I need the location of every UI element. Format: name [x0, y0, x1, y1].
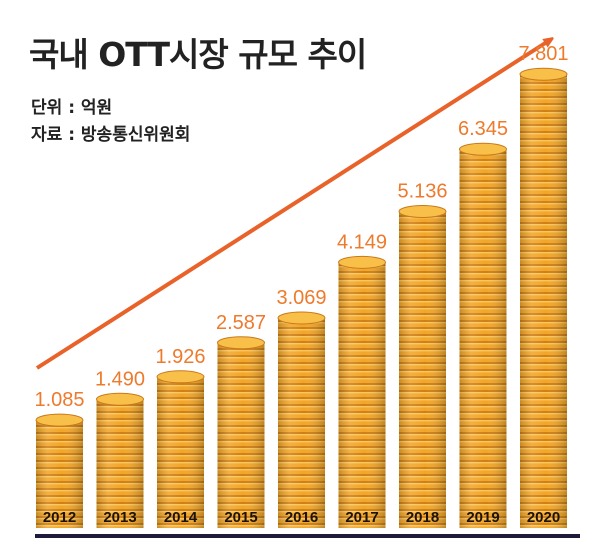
coin-stack-shading: [399, 211, 446, 528]
coin-top: [338, 255, 386, 269]
year-label: 2016: [285, 509, 318, 526]
coin-stack-2014: 1.926 2014: [155, 346, 206, 528]
value-label: 6.345: [458, 118, 508, 140]
year-label: 2017: [345, 509, 378, 526]
coin-stack-shading: [459, 149, 507, 529]
coin-stack-shading: [338, 262, 386, 528]
coin-stack-2016: 3.069 2016: [276, 287, 327, 528]
coin-stack-2019: 6.345 2019: [458, 118, 508, 529]
coin-stack-shading: [157, 376, 204, 528]
coin-top: [277, 311, 326, 325]
coin-stack-shading: [278, 317, 325, 528]
coin-stack-shading: [520, 74, 567, 528]
coin-top: [35, 413, 84, 427]
coin-top: [96, 392, 144, 406]
coin-stack-2020: 7.801 2020: [518, 43, 569, 528]
coin-stack-shading: [36, 420, 83, 528]
coin-top: [459, 142, 507, 156]
year-label: 2018: [406, 509, 439, 526]
coin-stack-shading: [96, 399, 144, 528]
value-label: 4.149: [337, 231, 387, 253]
coin-top: [398, 204, 447, 218]
chart-title: 국내 OTT시장 규모 추이: [29, 35, 367, 74]
value-label: 1.085: [34, 389, 84, 411]
value-label: 5.136: [397, 180, 447, 202]
year-label: 2012: [43, 509, 76, 526]
value-label: 2.587: [216, 312, 266, 334]
trend-arrow: [35, 40, 550, 370]
coin-top: [217, 336, 265, 350]
coin-stack-2015: 2.587 2015: [216, 312, 266, 528]
source-label: 자료 : 방송통신위원회: [31, 125, 191, 145]
coin-top: [519, 67, 568, 81]
value-label: 1.490: [95, 368, 145, 390]
value-label: 3.069: [276, 287, 326, 309]
year-label: 2013: [103, 509, 136, 526]
coin-stack-2017: 4.149 2017: [337, 231, 387, 528]
coin-stack-2013: 1.490 2013: [95, 368, 145, 528]
coin-top: [156, 370, 205, 384]
year-label: 2015: [224, 509, 257, 526]
coin-stack-2018: 5.136 2018: [397, 180, 448, 528]
year-label: 2014: [164, 509, 198, 526]
unit-label: 단위 : 억원: [31, 98, 113, 118]
coin-stack-2012: 1.085 2012: [34, 389, 85, 528]
baseline: [35, 534, 580, 538]
year-label: 2019: [466, 509, 499, 526]
year-label: 2020: [527, 509, 560, 526]
value-label: 7.801: [518, 43, 568, 65]
value-label: 1.926: [155, 346, 205, 368]
coin-stack-shading: [217, 342, 265, 528]
